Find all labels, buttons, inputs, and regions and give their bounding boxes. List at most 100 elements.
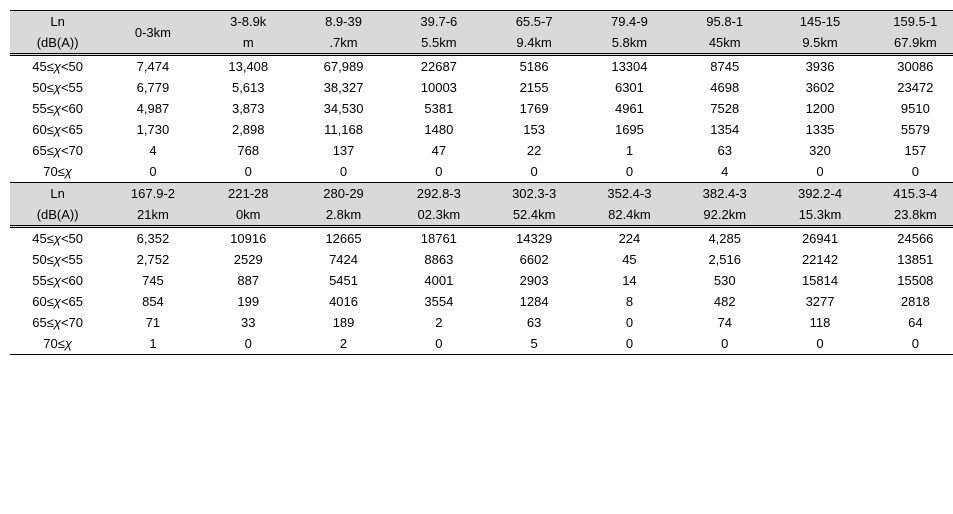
data-cell: 13304	[582, 55, 677, 78]
data-cell: 1354	[677, 119, 772, 140]
data-cell: 11,168	[296, 119, 391, 140]
table-row: 50≤χ<552,7522529742488636602452,51622142…	[10, 249, 953, 270]
data-cell: 7,474	[105, 55, 200, 78]
data-cell: 6,779	[105, 77, 200, 98]
data-cell: 38,327	[296, 77, 391, 98]
data-cell: 1200	[772, 98, 867, 119]
data-cell: 10003	[391, 77, 486, 98]
data-cell: 5381	[391, 98, 486, 119]
header-cell: 39.7-6	[391, 11, 486, 33]
row-label: 70≤χ	[10, 161, 105, 183]
header-cell: 95.8-1	[677, 11, 772, 33]
data-cell: 6301	[582, 77, 677, 98]
data-cell: 22	[486, 140, 581, 161]
header-cell: 0-3km	[105, 11, 200, 55]
header-cell: 79.4-9	[582, 11, 677, 33]
data-cell: 0	[201, 161, 296, 183]
data-cell: 118	[772, 312, 867, 333]
data-cell: 8863	[391, 249, 486, 270]
header-cell: 8.9-39	[296, 11, 391, 33]
table-row: 50≤χ<556,7795,61338,32710003215563014698…	[10, 77, 953, 98]
header-cell: 9.4km	[486, 32, 581, 55]
row-label: 45≤χ<50	[10, 55, 105, 78]
header-cell: 52.4km	[486, 204, 581, 227]
header-cell: m	[201, 32, 296, 55]
data-cell: 23472	[868, 77, 953, 98]
data-cell: 3277	[772, 291, 867, 312]
header-cell: 415.3-4	[868, 183, 953, 205]
table-row: 65≤χ<70713318926307411864	[10, 312, 953, 333]
data-cell: 33	[201, 312, 296, 333]
header-cell: 15.3km	[772, 204, 867, 227]
header-cell: 2.8km	[296, 204, 391, 227]
data-cell: 854	[105, 291, 200, 312]
data-cell: 8	[582, 291, 677, 312]
data-cell: 15508	[868, 270, 953, 291]
data-cell: 7424	[296, 249, 391, 270]
data-cell: 0	[391, 333, 486, 355]
table-row: 70≤χ000000400	[10, 161, 953, 183]
data-cell: 0	[582, 161, 677, 183]
data-cell: 2529	[201, 249, 296, 270]
data-cell: 5	[486, 333, 581, 355]
data-cell: 45	[582, 249, 677, 270]
data-cell: 0	[296, 161, 391, 183]
data-cell: 30086	[868, 55, 953, 78]
data-cell: 47	[391, 140, 486, 161]
header-cell: 392.2-4	[772, 183, 867, 205]
row-label: 60≤χ<65	[10, 119, 105, 140]
table-row: 60≤χ<651,7302,89811,16814801531695135413…	[10, 119, 953, 140]
data-cell: 64	[868, 312, 953, 333]
data-cell: 2	[391, 312, 486, 333]
data-cell: 2155	[486, 77, 581, 98]
data-cell: 4961	[582, 98, 677, 119]
header-cell: 9.5km	[772, 32, 867, 55]
data-cell: 22142	[772, 249, 867, 270]
data-cell: 0	[582, 312, 677, 333]
data-cell: 13,408	[201, 55, 296, 78]
data-cell: 0	[391, 161, 486, 183]
header-cell: 23.8km	[868, 204, 953, 227]
data-cell: 22687	[391, 55, 486, 78]
table-row: 65≤χ<7047681374722163320157	[10, 140, 953, 161]
header-cell: 292.8-3	[391, 183, 486, 205]
data-cell: 3,873	[201, 98, 296, 119]
data-cell: 2,516	[677, 249, 772, 270]
header-cell: 167.9-2	[105, 183, 200, 205]
data-cell: 0	[486, 161, 581, 183]
header-cell: 21km	[105, 204, 200, 227]
data-cell: 12665	[296, 227, 391, 250]
data-cell: 137	[296, 140, 391, 161]
header-cell: 3-8.9k	[201, 11, 296, 33]
row-label: 70≤χ	[10, 333, 105, 355]
data-cell: 15814	[772, 270, 867, 291]
row-label: 45≤χ<50	[10, 227, 105, 250]
table-header-1-top: Ln 0-3km 3-8.9k 8.9-39 39.7-6 65.5-7 79.…	[10, 11, 953, 33]
header-cell: Ln	[10, 183, 105, 205]
row-label: 50≤χ<55	[10, 77, 105, 98]
header-cell: 65.5-7	[486, 11, 581, 33]
data-cell: 0	[105, 161, 200, 183]
header-cell: 82.4km	[582, 204, 677, 227]
data-cell: 4,987	[105, 98, 200, 119]
header-cell: 02.3km	[391, 204, 486, 227]
data-cell: 5186	[486, 55, 581, 78]
table-row: 45≤χ<507,47413,40867,9892268751861330487…	[10, 55, 953, 78]
data-cell: 74	[677, 312, 772, 333]
row-label: 50≤χ<55	[10, 249, 105, 270]
data-cell: 1769	[486, 98, 581, 119]
data-cell: 0	[677, 333, 772, 355]
header-cell: 302.3-3	[486, 183, 581, 205]
data-cell: 24566	[868, 227, 953, 250]
data-cell: 530	[677, 270, 772, 291]
data-cell: 3602	[772, 77, 867, 98]
table-row: 60≤χ<65854199401635541284848232772818	[10, 291, 953, 312]
row-label: 65≤χ<70	[10, 312, 105, 333]
data-cell: 2903	[486, 270, 581, 291]
header-cell: (dB(A))	[10, 204, 105, 227]
data-cell: 7528	[677, 98, 772, 119]
data-cell: 153	[486, 119, 581, 140]
data-cell: 9510	[868, 98, 953, 119]
header-cell: 5.5km	[391, 32, 486, 55]
data-cell: 6602	[486, 249, 581, 270]
